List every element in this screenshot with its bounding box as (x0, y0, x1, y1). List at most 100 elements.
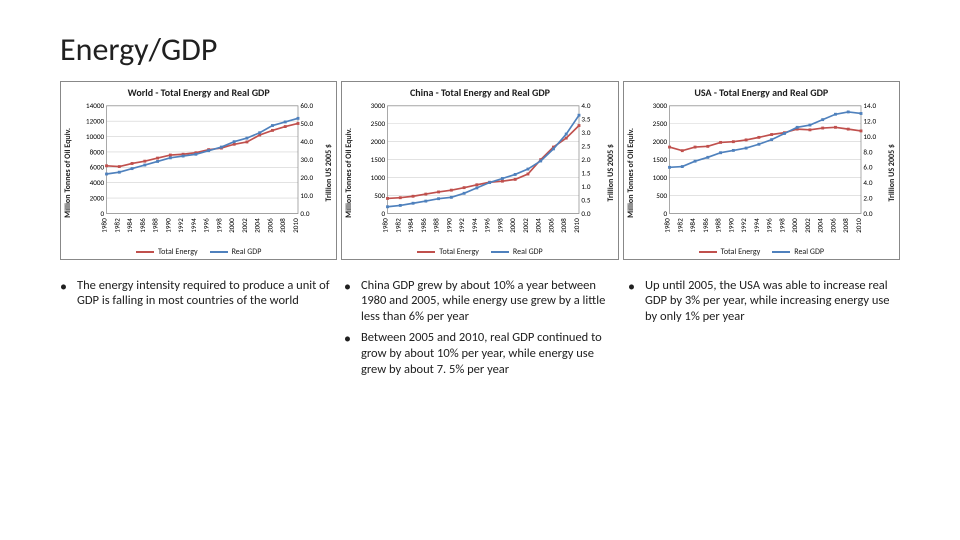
svg-text:1988: 1988 (432, 218, 441, 233)
svg-text:2000: 2000 (790, 218, 799, 233)
svg-text:500: 500 (656, 191, 667, 200)
y-axis-label: Million Tonnes of Oil Equiv. (344, 128, 354, 218)
svg-text:1980: 1980 (381, 218, 390, 233)
svg-text:8000: 8000 (90, 147, 105, 156)
svg-text:2002: 2002 (521, 218, 530, 233)
svg-text:3.5: 3.5 (582, 115, 591, 124)
svg-text:1986: 1986 (419, 218, 428, 233)
chart-panel-0: World - Total Energy and Real GDP Million… (60, 81, 337, 260)
chart-legend: Total Energy Real GDP (136, 247, 261, 257)
svg-text:1996: 1996 (202, 218, 211, 233)
svg-text:3.0: 3.0 (582, 128, 591, 137)
bullet-list-2: China GDP grew by about 10% a year betwe… (344, 278, 616, 378)
svg-text:1986: 1986 (700, 218, 709, 233)
svg-text:2006: 2006 (265, 218, 274, 233)
svg-text:2000: 2000 (227, 218, 236, 233)
svg-text:14000: 14000 (86, 101, 105, 110)
svg-text:1998: 1998 (214, 218, 223, 233)
svg-text:2002: 2002 (803, 218, 812, 233)
svg-text:12000: 12000 (86, 117, 105, 126)
y-axis-label: Million Tonnes of Oil Equiv. (626, 128, 636, 218)
svg-text:0.0: 0.0 (300, 209, 309, 218)
svg-text:2004: 2004 (534, 218, 543, 233)
svg-text:1000: 1000 (371, 173, 386, 182)
chart-svg: 0500100015002000250030000.02.04.06.08.01… (636, 101, 887, 245)
svg-text:2010: 2010 (291, 218, 300, 233)
svg-text:3000: 3000 (652, 101, 667, 110)
bullet-list-1: The energy intensity required to produce… (60, 278, 332, 309)
svg-text:1990: 1990 (726, 218, 735, 233)
legend-label: Total Energy (439, 247, 479, 257)
svg-text:4.0: 4.0 (863, 178, 872, 187)
svg-text:2004: 2004 (253, 218, 262, 233)
svg-text:2000: 2000 (371, 137, 386, 146)
svg-text:50.0: 50.0 (300, 119, 313, 128)
energy-line (107, 123, 298, 166)
svg-text:1.0: 1.0 (582, 182, 591, 191)
svg-text:10.0: 10.0 (863, 132, 876, 141)
bullet-item: Between 2005 and 2010, real GDP continue… (344, 330, 616, 377)
svg-text:2000: 2000 (508, 218, 517, 233)
legend-label: Total Energy (158, 247, 198, 257)
svg-text:1998: 1998 (496, 218, 505, 233)
chart-title: China - Total Energy and Real GDP (410, 86, 550, 99)
legend-swatch-icon (699, 251, 717, 253)
chart-panel-1: China - Total Energy and Real GDP Million… (341, 81, 618, 260)
svg-text:2.0: 2.0 (582, 155, 591, 164)
svg-text:0.0: 0.0 (863, 209, 872, 218)
chart-title: World - Total Energy and Real GDP (128, 86, 270, 99)
page-title: Energy/GDP (60, 30, 900, 69)
svg-text:2008: 2008 (841, 218, 850, 233)
svg-text:60.0: 60.0 (300, 101, 313, 110)
chart-svg: 020004000600080001000012000140000.010.02… (73, 101, 324, 245)
svg-text:1984: 1984 (125, 218, 134, 233)
svg-text:14.0: 14.0 (863, 101, 876, 110)
bullet-list-3: Up until 2005, the USA was able to incre… (628, 278, 900, 325)
energy-line (669, 127, 860, 150)
legend-item-gdp: Real GDP (210, 247, 262, 257)
svg-text:4.0: 4.0 (582, 101, 591, 110)
legend-label: Real GDP (232, 247, 262, 257)
svg-text:2010: 2010 (854, 218, 863, 233)
legend-swatch-icon (772, 251, 790, 253)
svg-text:1992: 1992 (739, 218, 748, 233)
svg-text:1.5: 1.5 (582, 168, 591, 177)
svg-text:1996: 1996 (764, 218, 773, 233)
legend-swatch-icon (491, 251, 509, 253)
svg-text:1980: 1980 (662, 218, 671, 233)
svg-text:0: 0 (100, 209, 104, 218)
svg-text:1996: 1996 (483, 218, 492, 233)
chart-title: USA - Total Energy and Real GDP (694, 86, 828, 99)
svg-text:3000: 3000 (371, 101, 386, 110)
svg-text:1998: 1998 (777, 218, 786, 233)
svg-text:1994: 1994 (470, 218, 479, 233)
svg-text:2002: 2002 (240, 218, 249, 233)
y-axis-label: Million Tonnes of Oil Equiv. (63, 128, 73, 218)
svg-text:0: 0 (663, 209, 667, 218)
energy-line (388, 126, 579, 199)
svg-text:1988: 1988 (151, 218, 160, 233)
svg-text:1982: 1982 (394, 218, 403, 233)
chart-legend: Total Energy Real GDP (699, 247, 824, 257)
svg-text:2006: 2006 (547, 218, 556, 233)
bullets-row: The energy intensity required to produce… (60, 278, 900, 384)
svg-text:2008: 2008 (560, 218, 569, 233)
svg-text:4000: 4000 (90, 178, 105, 187)
svg-text:0.5: 0.5 (582, 195, 591, 204)
bullet-col-1: The energy intensity required to produce… (60, 278, 332, 384)
bullet-item: The energy intensity required to produce… (60, 278, 332, 309)
svg-text:2006: 2006 (828, 218, 837, 233)
svg-text:2000: 2000 (90, 194, 105, 203)
bullet-col-3: Up until 2005, the USA was able to incre… (628, 278, 900, 384)
legend-item-energy: Total Energy (699, 247, 761, 257)
svg-text:10000: 10000 (86, 132, 105, 141)
svg-text:20.0: 20.0 (300, 173, 313, 182)
y2-axis-label: Trillion US 2005 $ (887, 144, 897, 202)
y2-axis-label: Trillion US 2005 $ (324, 144, 334, 202)
legend-swatch-icon (136, 251, 154, 253)
svg-text:2.5: 2.5 (582, 142, 591, 151)
legend-label: Real GDP (794, 247, 824, 257)
svg-text:1992: 1992 (457, 218, 466, 233)
gdp-line (669, 112, 860, 167)
svg-text:500: 500 (375, 191, 386, 200)
